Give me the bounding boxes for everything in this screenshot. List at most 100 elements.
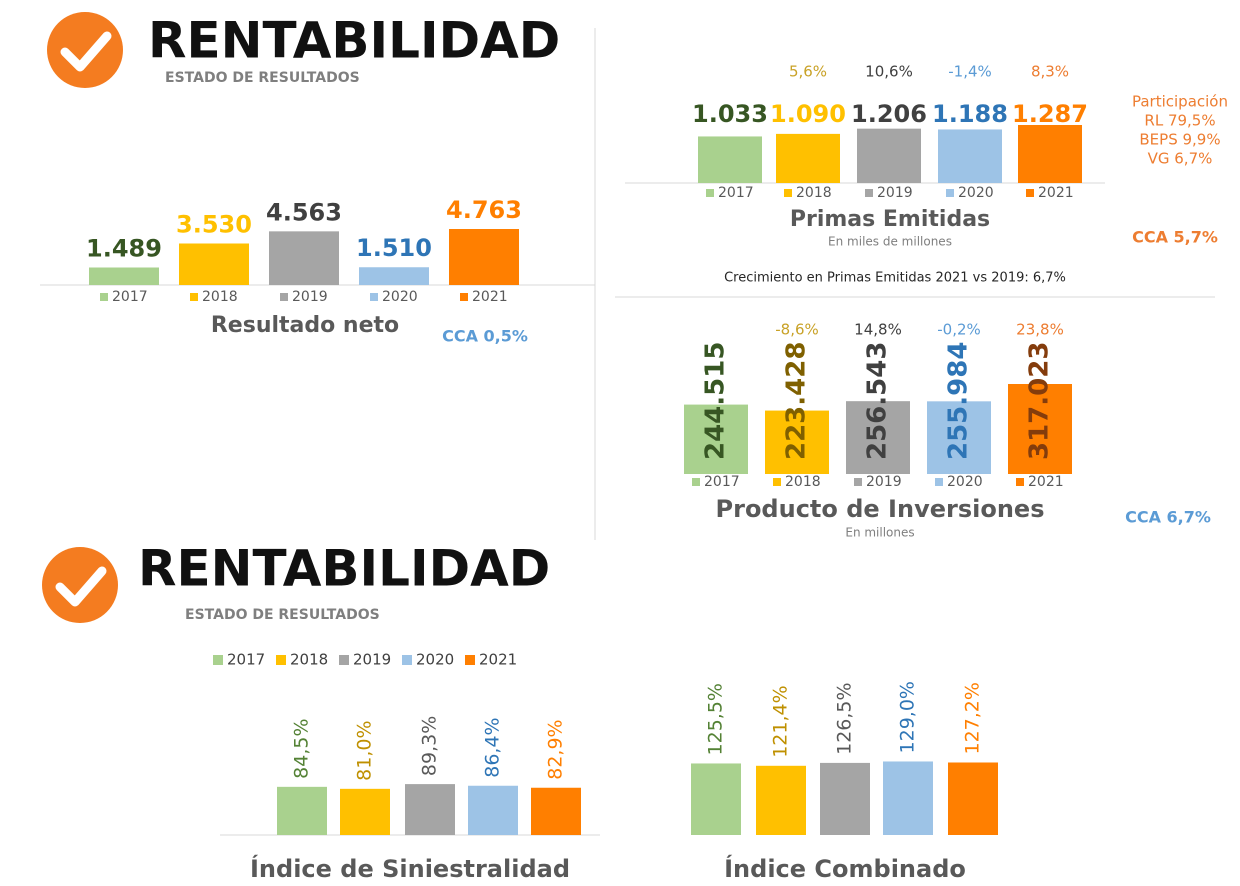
legend-label: 2017	[227, 651, 265, 669]
legend-swatch	[692, 478, 700, 486]
bar	[948, 762, 998, 835]
annotation: CCA 6,7%	[1125, 508, 1211, 527]
growth-label: 10,6%	[865, 63, 913, 81]
bar	[179, 243, 249, 285]
legend-swatch	[370, 293, 378, 301]
value-label: 1.287	[1012, 100, 1088, 128]
legend-swatch	[276, 655, 286, 665]
legend-label: 2018	[290, 651, 328, 669]
bar	[691, 763, 741, 835]
footnote: Crecimiento en Primas Emitidas 2021 vs 2…	[724, 271, 1066, 286]
value-label: 84,5%	[291, 718, 313, 778]
bar	[531, 787, 581, 835]
bar	[938, 129, 1002, 183]
check-icon	[42, 547, 118, 623]
legend-label: 2017	[704, 474, 740, 490]
value-label: 4.763	[446, 196, 522, 224]
legend-label: 2021	[479, 651, 517, 669]
annotation: CCA 0,5%	[442, 327, 528, 346]
value-label: 129,0%	[897, 681, 919, 753]
growth-label: -8,6%	[775, 321, 819, 339]
legend-swatch	[460, 293, 468, 301]
header-title: RENTABILIDAD	[148, 12, 560, 70]
bar	[756, 765, 806, 835]
chart-title: Primas Emitidas	[790, 207, 990, 232]
bar	[698, 136, 762, 183]
header-subtitle: ESTADO DE RESULTADOS	[185, 607, 380, 623]
legend-label: 2017	[718, 185, 754, 201]
note: Participación	[1132, 93, 1228, 111]
value-label: 256.543	[863, 342, 893, 460]
bar	[857, 128, 921, 183]
chart-title: Índice de Siniestralidad	[250, 854, 570, 883]
header-title: RENTABILIDAD	[138, 540, 550, 598]
legend-label: 2018	[785, 474, 821, 490]
header-subtitle: ESTADO DE RESULTADOS	[165, 70, 360, 86]
legend-label: 2020	[382, 289, 418, 305]
bar	[684, 404, 748, 474]
value-label: 1.090	[770, 100, 846, 128]
value-label: 126,5%	[834, 682, 856, 754]
chart-title: Producto de Inversiones	[716, 495, 1045, 523]
bar	[846, 401, 910, 474]
legend-swatch	[935, 478, 943, 486]
value-label: 317.023	[1025, 342, 1055, 460]
legend-label: 2019	[292, 289, 328, 305]
bar	[449, 229, 519, 285]
legend-swatch	[784, 189, 792, 197]
legend-swatch	[339, 655, 349, 665]
bar	[405, 784, 455, 835]
legend-swatch	[706, 189, 714, 197]
legend-label: 2021	[472, 289, 508, 305]
value-label: 86,4%	[482, 717, 504, 777]
value-label: 1.206	[851, 100, 927, 128]
bar	[340, 788, 390, 835]
legend-label: 2020	[947, 474, 983, 490]
value-label: 81,0%	[354, 720, 376, 780]
annotation: CCA 5,7%	[1132, 228, 1218, 247]
value-label: 255.984	[944, 342, 974, 460]
bar	[765, 410, 829, 474]
value-label: 244.515	[701, 342, 731, 460]
value-label: 3.530	[176, 210, 252, 238]
legend-label: 2019	[353, 651, 391, 669]
legend-label: 2018	[796, 185, 832, 201]
legend-label: 2017	[112, 289, 148, 305]
bar	[883, 761, 933, 835]
legend-swatch	[402, 655, 412, 665]
chart-subtitle: En millones	[845, 526, 914, 540]
legend-label: 2018	[202, 289, 238, 305]
value-label: 4.563	[266, 198, 342, 226]
legend-label: 2021	[1038, 185, 1074, 201]
legend-swatch	[100, 293, 108, 301]
value-label: 82,9%	[545, 719, 567, 779]
bar	[820, 762, 870, 835]
legend-swatch	[213, 655, 223, 665]
bar	[468, 785, 518, 835]
legend-swatch	[1026, 189, 1034, 197]
check-icon	[47, 12, 123, 88]
growth-label: -0,2%	[937, 321, 981, 339]
value-label: 127,2%	[962, 682, 984, 754]
legend-swatch	[865, 189, 873, 197]
value-label: 1.489	[86, 234, 162, 262]
legend-swatch	[465, 655, 475, 665]
chart-title: Resultado neto	[211, 313, 399, 338]
note: VG 6,7%	[1148, 150, 1213, 168]
bar	[359, 267, 429, 285]
growth-label: 5,6%	[789, 63, 827, 81]
note: BEPS 9,9%	[1139, 131, 1220, 149]
legend-label: 2019	[866, 474, 902, 490]
growth-label: 8,3%	[1031, 63, 1069, 81]
value-label: 1.033	[692, 100, 768, 128]
value-label: 121,4%	[770, 685, 792, 757]
legend-label: 2020	[958, 185, 994, 201]
note: RL 79,5%	[1144, 112, 1215, 130]
bar	[269, 231, 339, 285]
chart-subtitle: En miles de millones	[828, 235, 952, 249]
value-label: 223.428	[782, 342, 812, 460]
bar	[927, 401, 991, 474]
chart-title: Índice Combinado	[724, 854, 966, 883]
legend-label: 2021	[1028, 474, 1064, 490]
